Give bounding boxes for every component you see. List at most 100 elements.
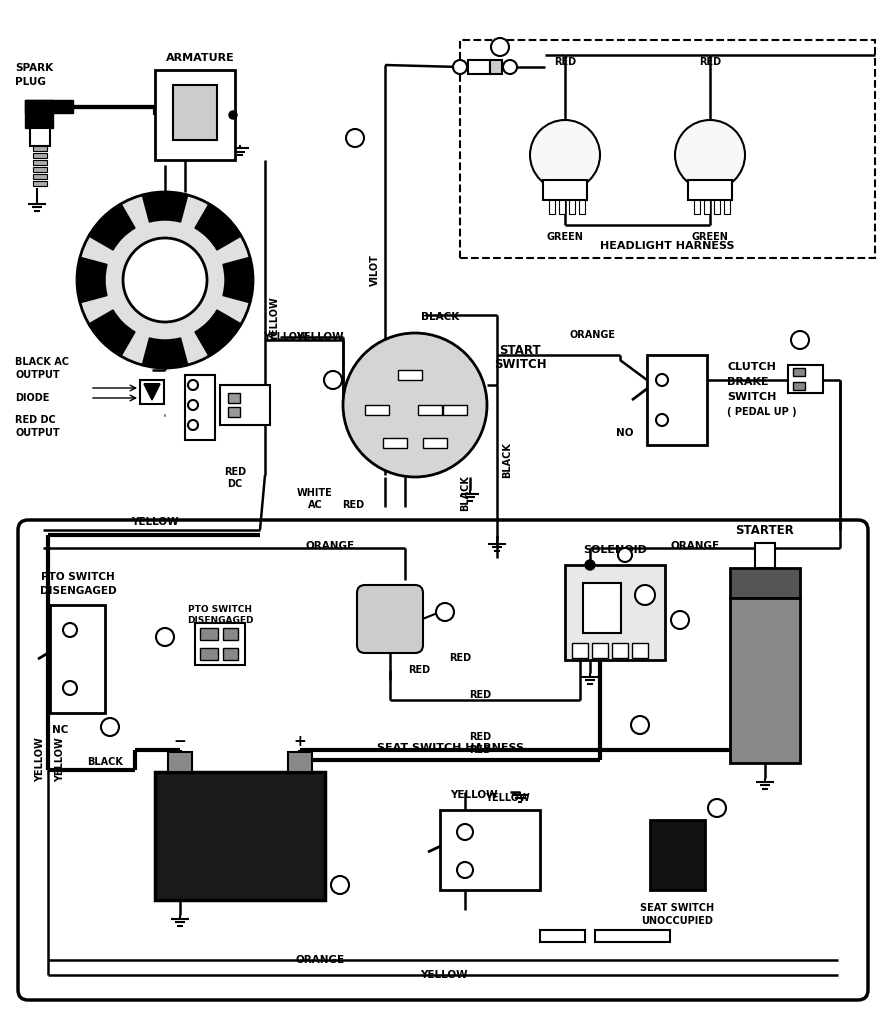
Text: 7: 7 — [107, 722, 114, 732]
Text: NC: NC — [52, 725, 68, 735]
Wedge shape — [195, 310, 242, 356]
Wedge shape — [195, 204, 242, 250]
Circle shape — [188, 380, 198, 390]
Bar — [168, 752, 192, 772]
Wedge shape — [223, 257, 253, 303]
Bar — [173, 85, 217, 140]
Circle shape — [343, 333, 487, 477]
Text: PTO SWITCH
DISENGAGED: PTO SWITCH DISENGAGED — [186, 605, 253, 625]
Bar — [612, 643, 628, 658]
Bar — [543, 180, 587, 200]
Bar — [185, 375, 215, 440]
Circle shape — [436, 603, 454, 621]
Text: RED: RED — [469, 690, 491, 700]
Text: SEAT SWITCH: SEAT SWITCH — [640, 903, 714, 913]
Circle shape — [188, 420, 198, 430]
Text: BATTERY: BATTERY — [205, 839, 274, 853]
Text: SWITCH: SWITCH — [727, 392, 776, 402]
Bar — [140, 380, 164, 404]
Text: NC: NC — [492, 825, 508, 835]
Bar — [569, 200, 575, 214]
Text: 11: 11 — [633, 720, 646, 730]
Text: VILOT: VILOT — [370, 254, 380, 286]
Text: NO: NO — [616, 428, 634, 438]
Wedge shape — [89, 310, 135, 356]
Bar — [200, 648, 218, 660]
FancyBboxPatch shape — [357, 585, 423, 653]
Bar — [33, 146, 47, 151]
Text: START: START — [499, 343, 541, 356]
Bar — [25, 100, 53, 128]
Circle shape — [656, 374, 668, 386]
Text: ( PEDAL UP ): ( PEDAL UP ) — [727, 407, 797, 417]
Text: RED: RED — [554, 57, 576, 67]
Circle shape — [675, 120, 745, 190]
Circle shape — [101, 718, 119, 736]
Bar — [704, 200, 710, 214]
Text: DISENGAGED: DISENGAGED — [40, 586, 116, 596]
Circle shape — [635, 585, 655, 605]
Text: RED: RED — [408, 665, 430, 675]
Bar — [714, 200, 720, 214]
Bar — [33, 174, 47, 179]
Text: ORANGE: ORANGE — [569, 330, 615, 340]
Text: STARTER: STARTER — [735, 523, 795, 537]
Bar — [793, 368, 805, 376]
Bar — [650, 820, 705, 890]
Circle shape — [188, 400, 198, 410]
Bar — [468, 60, 490, 74]
Bar — [583, 583, 621, 633]
Text: YELLOW: YELLOW — [270, 298, 280, 342]
Text: ARMATURE: ARMATURE — [166, 53, 234, 63]
Text: 6: 6 — [452, 406, 457, 415]
Text: YELLOW: YELLOW — [35, 737, 45, 782]
Text: WHITE: WHITE — [297, 488, 333, 498]
Bar — [365, 406, 389, 415]
Circle shape — [457, 862, 473, 878]
Bar — [632, 643, 648, 658]
Wedge shape — [142, 193, 187, 222]
Bar — [33, 160, 47, 165]
Text: 3: 3 — [329, 375, 337, 385]
Text: 4: 4 — [797, 335, 804, 345]
Bar — [443, 406, 467, 415]
Bar — [155, 70, 235, 160]
Text: −: − — [174, 734, 186, 750]
Text: SEAT SWITCH HARNESS: SEAT SWITCH HARNESS — [377, 743, 524, 753]
Text: YELLOW: YELLOW — [450, 790, 497, 800]
Circle shape — [346, 129, 364, 147]
Text: BLACK: BLACK — [87, 757, 123, 767]
Text: ORANGE: ORANGE — [670, 541, 719, 551]
Circle shape — [631, 716, 649, 734]
Circle shape — [585, 560, 595, 570]
Text: YELLOW: YELLOW — [485, 793, 530, 803]
Text: SWITCH: SWITCH — [494, 358, 546, 372]
Bar — [572, 643, 588, 658]
Bar — [33, 153, 47, 158]
Circle shape — [77, 193, 253, 368]
Text: HEADLIGHT HARNESS: HEADLIGHT HARNESS — [599, 241, 734, 251]
Text: 8: 8 — [337, 880, 344, 890]
Bar — [30, 128, 50, 146]
Text: 2: 2 — [352, 133, 359, 143]
Text: RED: RED — [224, 467, 246, 477]
Bar — [33, 167, 47, 172]
Text: BRAKE: BRAKE — [727, 377, 769, 387]
Text: GREEN: GREEN — [546, 232, 583, 242]
Text: +: + — [294, 734, 306, 750]
Bar — [223, 648, 238, 660]
Text: YELLOW: YELLOW — [478, 863, 522, 873]
Bar — [647, 355, 707, 445]
Text: DC: DC — [227, 479, 242, 489]
Circle shape — [156, 628, 174, 646]
Bar — [228, 393, 240, 403]
Text: PLUG: PLUG — [15, 77, 46, 87]
Bar — [549, 200, 555, 214]
Circle shape — [656, 414, 668, 426]
Bar — [694, 200, 700, 214]
Text: ORANGE: ORANGE — [305, 541, 354, 551]
Wedge shape — [77, 257, 107, 303]
Circle shape — [530, 120, 600, 190]
Text: 3: 3 — [375, 406, 380, 415]
Circle shape — [63, 681, 77, 695]
